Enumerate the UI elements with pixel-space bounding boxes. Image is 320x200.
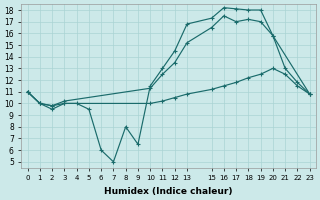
X-axis label: Humidex (Indice chaleur): Humidex (Indice chaleur) (104, 187, 233, 196)
